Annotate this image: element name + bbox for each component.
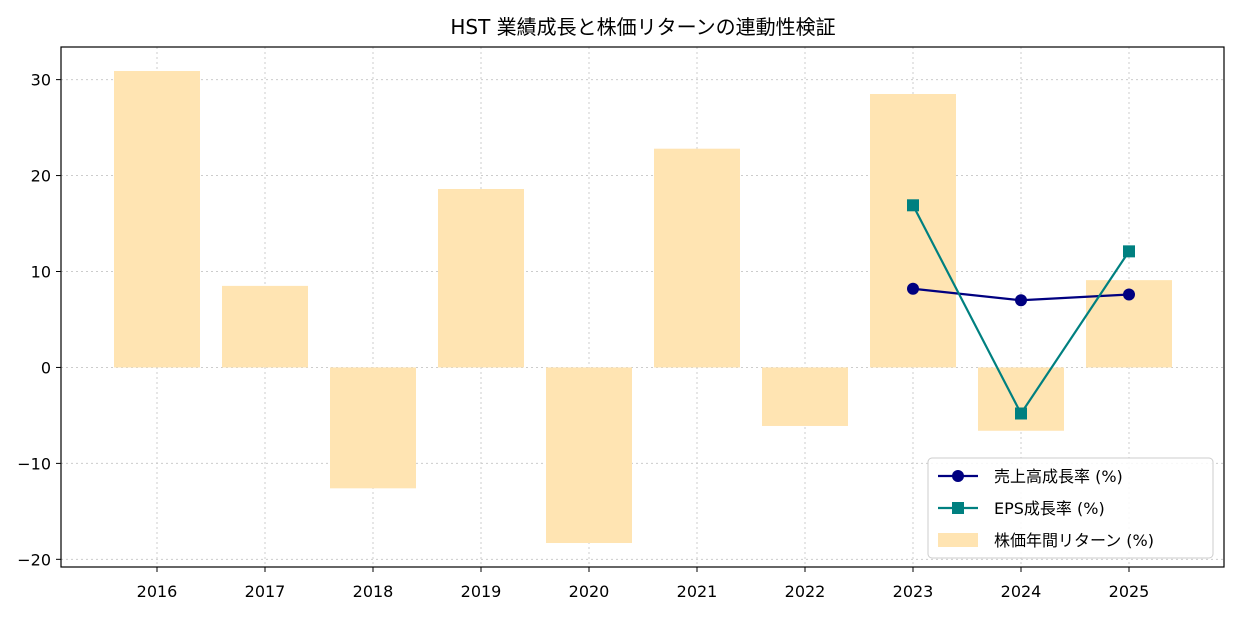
legend-label-1: 売上高成長率 (%) xyxy=(994,467,1123,486)
bar-2020 xyxy=(546,367,632,544)
bar-2021 xyxy=(654,148,740,368)
series-2-point-2025 xyxy=(1123,245,1135,258)
series-1-point-2025 xyxy=(1123,288,1135,301)
bar-series xyxy=(114,70,1172,544)
series-1-point-2023 xyxy=(907,282,919,295)
bar-2019 xyxy=(438,188,524,368)
x-tick-label: 2019 xyxy=(461,582,502,601)
series-1-point-2024 xyxy=(1015,294,1027,307)
legend-marker-2 xyxy=(952,502,964,514)
axes: −20 −10 0 10 20 30 2016 2017 2018 2019 2020 2021 202… xyxy=(17,46,1225,601)
x-tick-label: 2016 xyxy=(137,582,178,601)
bar-2017 xyxy=(222,285,308,368)
x-tick-label: 2024 xyxy=(1001,582,1042,601)
y-tick-label: 20 xyxy=(31,167,51,186)
legend-label-2: EPS成長率 (%) xyxy=(994,499,1105,518)
x-tick-label: 2020 xyxy=(569,582,610,601)
series-2-point-2023 xyxy=(907,199,919,212)
legend-label-3: 株価年間リターン (%) xyxy=(994,531,1154,550)
y-tick-label: −10 xyxy=(17,454,51,473)
legend: 売上高成長率 (%) EPS成長率 (%) 株価年間リターン (%) xyxy=(927,457,1214,559)
y-tick-label: 30 xyxy=(31,71,51,90)
legend-box xyxy=(927,457,1214,559)
x-tick-label: 2017 xyxy=(245,582,286,601)
bar-2018 xyxy=(330,367,416,489)
y-tick-label: 10 xyxy=(31,263,51,282)
y-tick-label: 0 xyxy=(41,358,51,377)
x-tick-label: 2022 xyxy=(785,582,826,601)
chart-title: HST 業績成長と株価リターンの連動性検証 xyxy=(450,15,835,39)
line-series xyxy=(907,199,1135,420)
x-tick-label: 2023 xyxy=(893,582,934,601)
bar-2024 xyxy=(978,367,1064,431)
plot-frame xyxy=(60,46,1225,568)
y-tick-label: −20 xyxy=(17,550,51,569)
bar-2022 xyxy=(762,367,848,426)
legend-marker-1 xyxy=(952,470,964,482)
series-2-point-2024 xyxy=(1015,407,1027,420)
x-tick-label: 2021 xyxy=(677,582,718,601)
legend-swatch-3 xyxy=(938,533,978,547)
x-tick-label: 2025 xyxy=(1109,582,1150,601)
x-tick-label: 2018 xyxy=(353,582,394,601)
bar-2023 xyxy=(870,94,956,368)
bar-2016 xyxy=(114,70,200,368)
